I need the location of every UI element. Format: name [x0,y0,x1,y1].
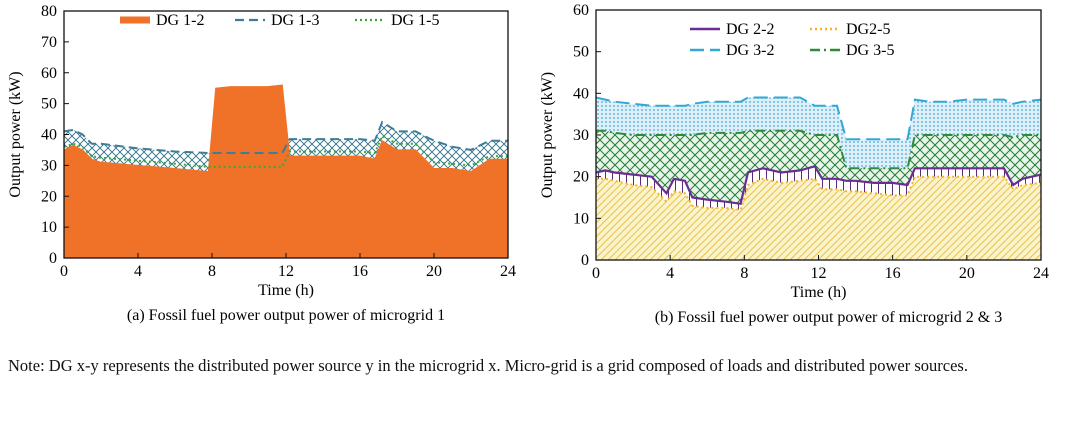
y-tick-label: 0 [49,250,57,267]
x-tick-label: 8 [208,263,216,280]
x-tick-label: 20 [426,263,442,280]
x-axis-label: Time (h) [791,284,847,301]
area-band-dg-3-5 [596,130,1041,204]
figure-note: Note: DG x-y represents the distributed … [8,356,968,375]
y-tick-label: 60 [573,2,589,19]
legend-label-dg-1-3: DG 1-3 [271,12,319,29]
area-dg2-5 [596,176,1041,260]
y-tick-label: 30 [573,127,589,144]
y-tick-label: 10 [41,219,57,236]
y-tick-label: 0 [581,252,589,269]
legend-label-dg2-5: DG2-5 [846,21,890,38]
legend-label-dg-1-5: DG 1-5 [391,12,439,29]
series-line-dg-1-5 [63,134,508,168]
x-tick-label: 20 [959,265,975,282]
y-tick-label: 20 [41,188,57,205]
x-tick-label: 16 [885,265,901,282]
x-tick-label: 4 [666,265,674,282]
x-tick-label: 24 [1033,265,1049,282]
y-tick-label: 70 [41,34,57,51]
series-line-dg-2-2 [595,165,1042,206]
y-tick-label: 80 [41,3,57,20]
series-line-dg2-5 [596,175,1042,212]
x-tick-label: 4 [134,263,142,280]
chart-caption: (a) Fossil fuel power output power of mi… [127,307,445,324]
legend-label-dg-3-5: DG 3-5 [846,42,894,59]
chart-caption: (b) Fossil fuel power output power of mi… [655,309,1003,326]
legend: DG 1-2 DG 1-3 DG 1-5 [120,12,439,29]
legend-label-dg-1-2: DG 1-2 [156,12,204,29]
y-tick-label: 30 [41,157,57,174]
area-band-dg-2-2 [596,166,1041,210]
x-tick-label: 24 [500,263,516,280]
x-tick-label: 12 [811,265,827,282]
y-tick-label: 50 [573,44,589,61]
legend-label-dg-2-2: DG 2-2 [726,21,774,38]
legend-label-dg-3-2: DG 3-2 [726,42,774,59]
series-line-dg-3-5 [596,129,1041,170]
area-band-dg-3-2 [596,97,1041,169]
chart-a: 0 4 8 12 16 20 24 0 10 20 30 40 50 60 70 80 Time (h) Ou… [7,3,516,324]
legend: DG 2-2 DG2-5 DG 3-2 DG 3-5 [690,21,894,59]
chart-b: 0 4 8 12 16 20 24 0 10 20 30 40 50 60 Time (h) Output… [539,2,1049,326]
y-tick-label: 40 [41,127,57,144]
y-axis-label: Output power (kW) [7,71,24,197]
y-tick-label: 20 [573,169,589,186]
area-dg-1-2 [63,84,509,259]
x-tick-label: 12 [278,263,294,280]
series-line-dg-1-3 [63,120,508,154]
x-axis-label: Time (h) [258,282,314,299]
x-tick-label: 0 [592,265,600,282]
x-tick-label: 8 [740,265,748,282]
y-tick-label: 10 [573,210,589,227]
y-tick-label: 60 [41,65,57,82]
series-line-dg-3-2 [595,96,1042,141]
x-tick-label: 16 [352,263,368,280]
y-tick-label: 50 [41,96,57,113]
y-axis-label: Output power (kW) [539,72,556,198]
x-tick-label: 0 [60,263,68,280]
y-tick-label: 40 [573,85,589,102]
